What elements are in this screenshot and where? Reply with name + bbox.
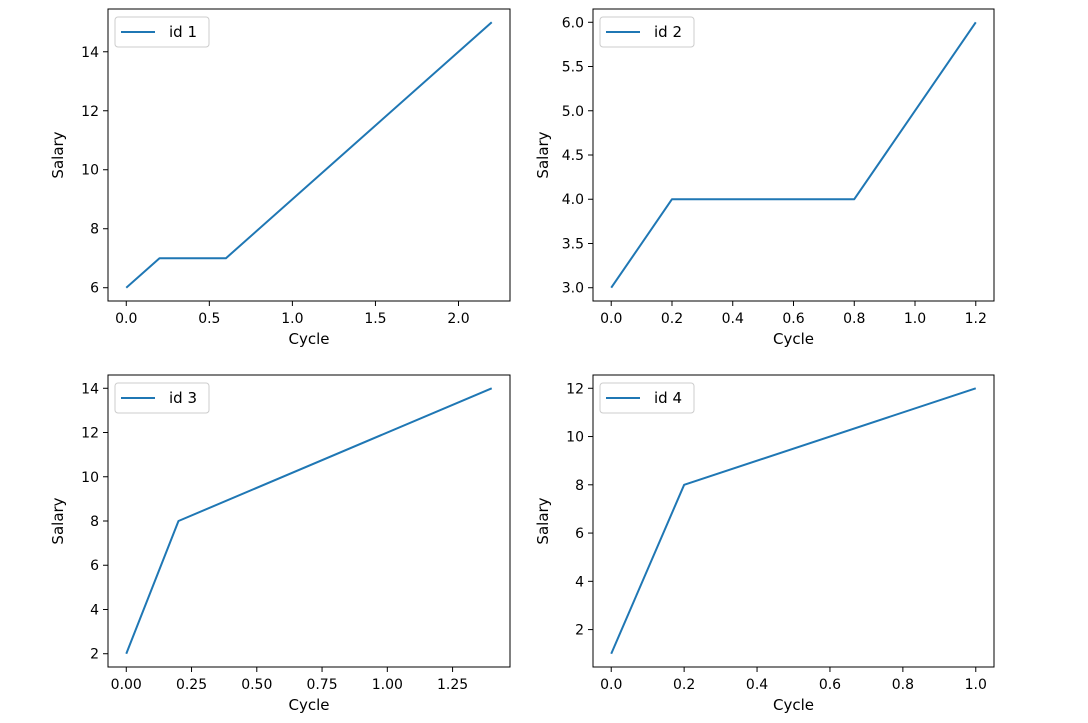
y-tick-label: 2 [575, 623, 584, 639]
y-tick-label: 2 [90, 647, 99, 663]
y-tick-label: 4 [90, 602, 99, 618]
legend-label: id 2 [654, 23, 682, 41]
y-tick-label: 14 [81, 381, 99, 397]
y-tick-label: 5.5 [562, 60, 584, 76]
x-tick-label: 0.25 [176, 677, 207, 693]
x-tick-label: 1.0 [965, 677, 987, 693]
x-tick-label: 0.4 [722, 311, 744, 327]
y-tick-label: 6.0 [562, 15, 584, 31]
x-tick-label: 0.75 [306, 677, 337, 693]
legend-label: id 1 [169, 23, 197, 41]
x-tick-label: 0.8 [892, 677, 914, 693]
y-axis-label: Salary [49, 497, 67, 544]
axes-frame [592, 374, 995, 668]
x-axis-label: Cycle [773, 330, 814, 348]
y-axis-label: Salary [534, 497, 552, 544]
x-tick-label: 0.50 [241, 677, 272, 693]
legend: id 3 [114, 382, 210, 414]
x-tick-label: 0.2 [673, 677, 695, 693]
legend-box [599, 382, 695, 414]
y-tick-label: 4.5 [562, 148, 584, 164]
y-tick-label: 10 [566, 430, 584, 446]
subplot-1: 0.0 0.5 1.0 1.5 2.0 6 8 10 12 14 Cycle Salary id 1 [49, 8, 511, 348]
y-tick-label: 12 [81, 104, 99, 120]
series-line [125, 21, 493, 289]
x-tick-label: 0.0 [600, 311, 622, 327]
series-line [610, 21, 977, 289]
x-axis-label: Cycle [289, 330, 330, 348]
x-axis-label: Cycle [773, 696, 814, 714]
x-tick-label: 1.00 [372, 677, 403, 693]
axes-frame [107, 8, 511, 302]
x-tick-label: 0.5 [198, 311, 220, 327]
axes-frame [592, 8, 995, 302]
y-tick-label: 14 [81, 45, 99, 61]
x-tick-label: 0.8 [843, 311, 865, 327]
y-tick-label: 4 [575, 574, 584, 590]
y-tick-label: 8 [575, 478, 584, 494]
x-tick-label: 2.0 [447, 311, 469, 327]
subplot-2: 0.0 0.2 0.4 0.6 0.8 1.0 1.2 3.0 3.5 4.0 4.5 5.0 5.5 6… [534, 8, 995, 348]
y-tick-label: 12 [81, 426, 99, 442]
y-tick-label: 4.0 [562, 192, 584, 208]
x-tick-label: 0.00 [111, 677, 142, 693]
y-tick-label: 6 [90, 281, 99, 297]
legend-box [114, 16, 210, 48]
y-tick-label: 6 [90, 558, 99, 574]
legend-label: id 3 [169, 389, 197, 407]
y-tick-label: 8 [90, 222, 99, 238]
legend-box [599, 16, 695, 48]
y-tick-label: 10 [81, 470, 99, 486]
x-tick-label: 0.2 [661, 311, 683, 327]
y-tick-label: 5.0 [562, 104, 584, 120]
x-tick-label: 0.6 [782, 311, 804, 327]
x-tick-label: 0.6 [819, 677, 841, 693]
x-tick-label: 0.4 [746, 677, 768, 693]
subplot-3: 0.00 0.25 0.50 0.75 1.00 1.25 2 4 6 8 10 12 14 Cycle S… [49, 374, 511, 714]
x-tick-label: 1.0 [281, 311, 303, 327]
series-line [125, 387, 493, 655]
axes-frame [107, 374, 511, 668]
x-tick-label: 1.25 [437, 677, 468, 693]
legend-box [114, 382, 210, 414]
x-axis-label: Cycle [289, 696, 330, 714]
legend: id 1 [114, 16, 210, 48]
x-tick-label: 0.0 [600, 677, 622, 693]
legend: id 4 [599, 382, 695, 414]
series-line [610, 387, 977, 655]
y-axis-label: Salary [49, 131, 67, 178]
y-tick-label: 3.0 [562, 281, 584, 297]
x-tick-label: 0.0 [115, 311, 137, 327]
subplot-4: 0.0 0.2 0.4 0.6 0.8 1.0 2 4 6 8 10 12 Cycle Salary id … [534, 374, 995, 714]
x-tick-label: 1.2 [965, 311, 987, 327]
legend-label: id 4 [654, 389, 682, 407]
y-axis-label: Salary [534, 131, 552, 178]
y-tick-label: 6 [575, 526, 584, 542]
y-tick-label: 10 [81, 163, 99, 179]
y-tick-label: 12 [566, 381, 584, 397]
y-tick-label: 3.5 [562, 236, 584, 252]
x-tick-label: 1.5 [364, 311, 386, 327]
x-tick-label: 1.0 [904, 311, 926, 327]
y-tick-label: 8 [90, 514, 99, 530]
legend: id 2 [599, 16, 695, 48]
